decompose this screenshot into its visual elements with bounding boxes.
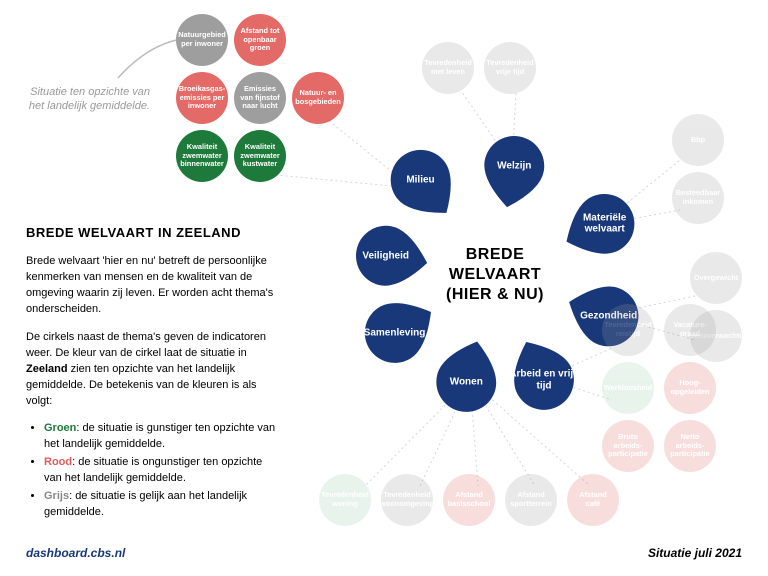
petal-label-veiligheid: Veiligheid [346, 250, 426, 262]
center-title: BREDEWELVAART(HIER & NU) [425, 245, 565, 305]
petal-label-samenleving: Samenleving [355, 327, 435, 339]
petal-welzijn [477, 131, 549, 212]
indicator-arbeid-3: Hoog-opgeleiden [664, 362, 716, 414]
indicator-milieu-0: Natuurgebied per inwoner [176, 14, 228, 66]
petal-label-materiele-welvaart: Materiële welvaart [565, 212, 645, 235]
indicator-arbeid-4: Bruto arbeids-participatie [602, 420, 654, 472]
footer-source: dashboard.cbs.nl [26, 546, 125, 560]
indicator-wonen-0: Tevredenheid woning [319, 474, 371, 526]
paragraph-1: Brede welvaart 'hier en nu' betreft de p… [26, 254, 276, 318]
indicator-arbeid-2: Werkloosheid [602, 362, 654, 414]
indicator-wonen-1: Tevredenheid woonomgeving [381, 474, 433, 526]
indicator-gezondheid-0: Overgewicht [690, 252, 742, 304]
indicator-milieu-5: Kwaliteit zwemwater binnenwater [176, 130, 228, 182]
indicator-milieu-1: Afstand tot openbaar groen [234, 14, 286, 66]
indicator-milieu-2: Broeikasgas-emissies per inwoner [176, 72, 228, 124]
indicator-welzijn-0: Tevredenheid met leven [422, 42, 474, 94]
indicator-milieu-4: Natuur- en bosgebieden [292, 72, 344, 124]
petal-label-milieu: Milieu [381, 174, 461, 186]
indicator-arbeid-0: Tevredenheid reistijd [602, 304, 654, 356]
left-text-panel: BREDE WELVAART IN ZEELAND Brede welvaart… [26, 225, 276, 523]
indicator-milieu-3: Emissies van fijnstof naar lucht [234, 72, 286, 124]
petal-label-arbeid: Arbeid en vrije tijd [504, 369, 584, 392]
indicator-arbeid-1: Vacature-graad [664, 304, 716, 356]
page-title: BREDE WELVAART IN ZEELAND [26, 225, 276, 240]
footer-date: Situatie juli 2021 [648, 546, 742, 560]
legend-grey: Grijs: de situatie is gelijk aan het lan… [44, 489, 276, 521]
annotation-text: Situatie ten opzichte van het landelijk … [20, 85, 150, 114]
legend-list: Groen: de situatie is gunstiger ten opzi… [26, 421, 276, 521]
petal-label-welzijn: Welzijn [474, 160, 554, 172]
indicator-materiele-welvaart-0: Bbp [672, 114, 724, 166]
indicator-wonen-2: Afstand basisschool [443, 474, 495, 526]
legend-red: Rood: de situatie is ongunstiger ten opz… [44, 455, 276, 487]
indicator-welzijn-1: Tevredenheid vrije tijd [484, 42, 536, 94]
legend-green: Groen: de situatie is gunstiger ten opzi… [44, 421, 276, 453]
indicator-arbeid-5: Netto arbeids-participatie [664, 420, 716, 472]
paragraph-2: De cirkels naast de thema's geven de ind… [26, 330, 276, 410]
indicator-materiele-welvaart-1: Besteedbaar inkomen [672, 172, 724, 224]
indicator-milieu-6: Kwaliteit zwemwater kustwater [234, 130, 286, 182]
indicator-wonen-3: Afstand sportterrein [505, 474, 557, 526]
indicator-wonen-4: Afstand café [567, 474, 619, 526]
petal-label-wonen: Wonen [426, 376, 506, 388]
